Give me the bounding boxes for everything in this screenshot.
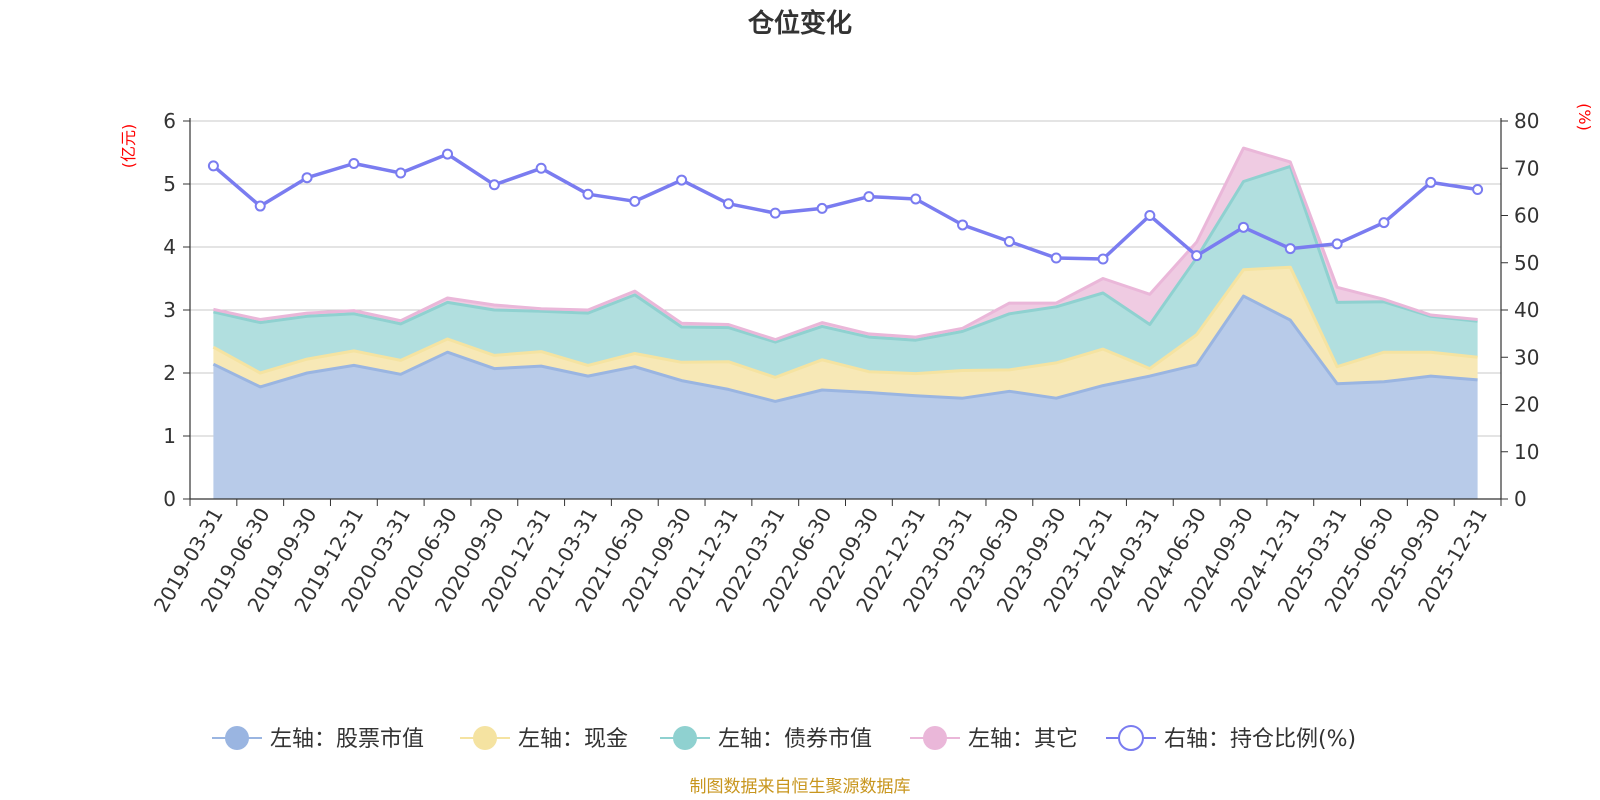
legend-item[interactable]: 左轴：债券市值 bbox=[660, 726, 872, 752]
right-tick-label: 10 bbox=[1514, 440, 1539, 464]
ratio-point[interactable] bbox=[1191, 250, 1203, 262]
ratio-line bbox=[212, 152, 1478, 261]
ratio-point[interactable] bbox=[348, 158, 360, 170]
right-tick-label: 40 bbox=[1514, 298, 1539, 322]
area-edge-3 bbox=[213, 164, 1478, 344]
right-tick-label: 70 bbox=[1514, 156, 1539, 180]
area-edge-1 bbox=[212, 294, 1478, 403]
ratio-point[interactable] bbox=[1097, 253, 1109, 265]
chart-title: 仓位变化 bbox=[747, 8, 852, 39]
left-tick-label: 3 bbox=[163, 298, 176, 322]
right-tick-label: 60 bbox=[1514, 204, 1539, 228]
area-1 bbox=[213, 296, 1478, 499]
legend-item[interactable]: 左轴：股票市值 bbox=[212, 726, 424, 752]
legend[interactable]: 左轴：股票市值 左轴：现金 左轴：债券市值 左轴：其它 右轴：持仓比例(%) bbox=[212, 725, 1356, 752]
ratio-point[interactable] bbox=[1050, 252, 1062, 264]
ratio-point[interactable] bbox=[582, 188, 594, 200]
right-tick-label: 50 bbox=[1514, 251, 1539, 275]
stacked-areas bbox=[212, 146, 1478, 499]
ratio-point[interactable] bbox=[1378, 217, 1390, 229]
left-axis-unit: (亿元) bbox=[119, 124, 138, 169]
ratio-point[interactable] bbox=[769, 207, 781, 219]
area-edge-4 bbox=[213, 146, 1478, 342]
ratio-point[interactable] bbox=[910, 193, 922, 205]
legend-marker bbox=[1118, 725, 1144, 751]
legend-marker bbox=[473, 726, 497, 750]
legend-marker bbox=[923, 726, 947, 750]
ratio-point[interactable] bbox=[1472, 184, 1484, 196]
right-tick-label: 20 bbox=[1514, 393, 1539, 417]
area-edge-2 bbox=[212, 265, 1478, 379]
ratio-point[interactable] bbox=[863, 191, 875, 203]
legend-label: 左轴：其它 bbox=[968, 727, 1078, 752]
left-tick-label: 1 bbox=[163, 424, 176, 448]
legend-label: 左轴：股票市值 bbox=[270, 727, 424, 752]
ratio-point[interactable] bbox=[301, 172, 313, 184]
legend-marker bbox=[673, 726, 697, 750]
right-tick-label: 30 bbox=[1514, 345, 1539, 369]
right-axis-unit: (%) bbox=[1575, 103, 1594, 131]
ratio-point[interactable] bbox=[442, 148, 454, 160]
ratio-point[interactable] bbox=[676, 174, 688, 186]
legend-item[interactable]: 左轴：其它 bbox=[910, 726, 1078, 752]
left-tick-label: 6 bbox=[163, 109, 176, 133]
ratio-point[interactable] bbox=[254, 200, 266, 212]
left-tick-label: 4 bbox=[163, 235, 176, 259]
left-tick-label: 5 bbox=[163, 172, 176, 196]
ratio-point[interactable] bbox=[722, 198, 734, 210]
ratio-point[interactable] bbox=[395, 167, 407, 179]
ratio-point[interactable] bbox=[1237, 221, 1249, 233]
ratio-point[interactable] bbox=[1284, 243, 1296, 255]
area-2 bbox=[213, 267, 1478, 402]
ratio-point[interactable] bbox=[1003, 235, 1015, 247]
left-tick-label: 2 bbox=[163, 361, 176, 385]
legend-item[interactable]: 右轴：持仓比例(%) bbox=[1106, 725, 1356, 752]
ratio-point[interactable] bbox=[207, 160, 219, 172]
ratio-point[interactable] bbox=[1425, 176, 1437, 188]
legend-item[interactable]: 左轴：现金 bbox=[460, 726, 628, 752]
legend-marker bbox=[225, 726, 249, 750]
ratio-point[interactable] bbox=[629, 195, 641, 207]
right-tick-label: 80 bbox=[1514, 109, 1539, 133]
area-3 bbox=[213, 166, 1478, 378]
ratio-line-series bbox=[207, 148, 1484, 265]
ratio-point[interactable] bbox=[957, 219, 969, 231]
ratio-point[interactable] bbox=[488, 179, 500, 191]
ratio-point[interactable] bbox=[816, 202, 828, 214]
legend-label: 右轴：持仓比例(%) bbox=[1164, 727, 1356, 752]
data-source-note: 制图数据来自恒生聚源数据库 bbox=[690, 777, 911, 797]
ratio-point[interactable] bbox=[535, 162, 547, 174]
legend-label: 左轴：现金 bbox=[518, 727, 628, 752]
legend-label: 左轴：债券市值 bbox=[718, 727, 872, 752]
left-tick-label: 0 bbox=[163, 487, 176, 511]
right-tick-label: 0 bbox=[1514, 487, 1527, 511]
ratio-point[interactable] bbox=[1144, 210, 1156, 221]
area-4 bbox=[213, 148, 1478, 343]
ratio-point[interactable] bbox=[1331, 238, 1343, 250]
